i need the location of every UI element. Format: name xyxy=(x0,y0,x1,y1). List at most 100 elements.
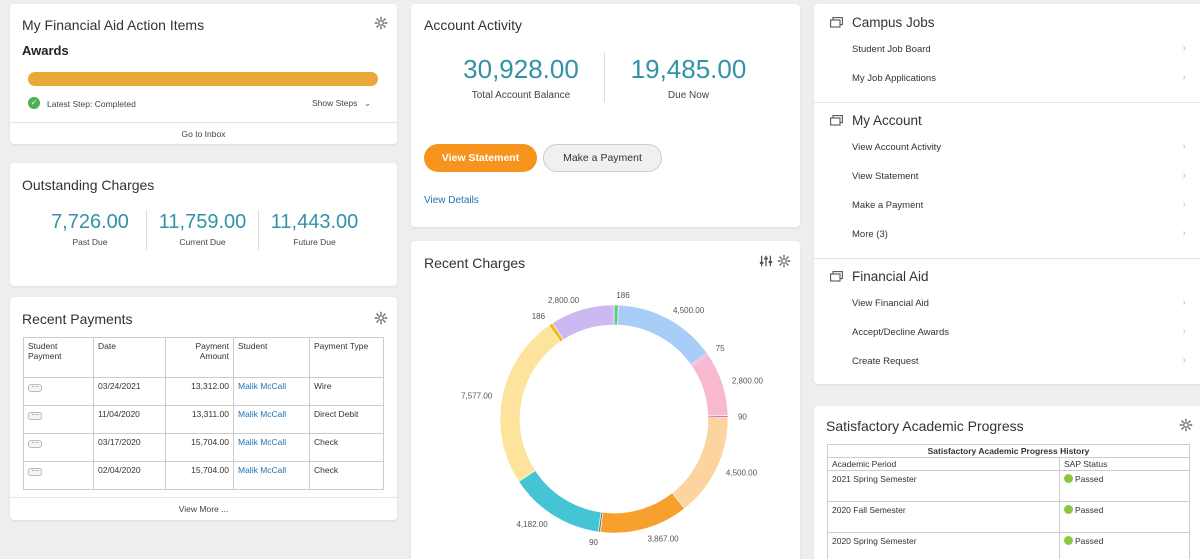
divider xyxy=(258,210,259,250)
chevron-right-icon: › xyxy=(1182,355,1186,366)
future-due-block: 11,443.00 Future Due xyxy=(262,211,367,247)
due-now-block: 19,485.00 Due Now xyxy=(611,54,766,101)
sidebar-menu-item[interactable]: View Account Activity xyxy=(852,142,942,153)
table-row: ··· 11/04/2020 13,311.00 Malik McCall Direct… xyxy=(23,405,384,434)
total-balance-label: Total Account Balance xyxy=(471,90,571,101)
chevron-down-icon: ⌄ xyxy=(363,98,372,108)
account-activity-card: Account Activity 30,928.00 Total Account… xyxy=(411,4,800,227)
date-cell: 03/17/2020 xyxy=(93,433,166,462)
more-actions-icon[interactable]: ··· xyxy=(28,439,42,448)
past-due-value: 7,726.00 xyxy=(51,211,129,233)
window-stack-icon xyxy=(830,115,843,126)
date-cell: 11/04/2020 xyxy=(93,405,166,434)
donut-slice[interactable] xyxy=(499,325,561,482)
awards-heading: Awards xyxy=(22,43,69,58)
status-cell: Passed xyxy=(1059,532,1190,559)
make-payment-button[interactable]: Make a Payment xyxy=(543,144,662,172)
card-title: Account Activity xyxy=(424,17,523,33)
slice-label: 7,577.00 xyxy=(461,391,493,400)
table-row: ··· 03/17/2020 15,704.00 Malik McCall Check xyxy=(23,433,384,462)
show-steps-label: Show Steps xyxy=(312,98,358,108)
passed-status-icon xyxy=(1064,505,1073,514)
chevron-right-icon: › xyxy=(1182,199,1186,210)
action-items-card: My Financial Aid Action Items Awards ✓ L… xyxy=(10,4,397,144)
section-divider xyxy=(814,258,1200,259)
more-actions-icon[interactable]: ··· xyxy=(28,383,42,392)
section-heading: My Account xyxy=(830,113,922,128)
card-title: Satisfactory Academic Progress xyxy=(826,418,1024,434)
show-steps-link[interactable]: Show Steps ⌄ xyxy=(312,98,371,109)
row-actions-cell: ··· xyxy=(23,461,94,490)
view-statement-button[interactable]: View Statement xyxy=(424,144,537,172)
col-header: Payment Type xyxy=(309,337,384,378)
col-header: Payment Amount xyxy=(165,337,234,378)
table-row: ··· 02/04/2020 15,704.00 Malik McCall Check xyxy=(23,461,384,490)
type-cell: Check xyxy=(309,461,384,490)
donut-slice[interactable] xyxy=(552,304,615,341)
slice-label: 3,867.00 xyxy=(647,534,679,543)
recent-charges-card: Recent Charges 186 4,500.00 75 2,800.00 90 4,… xyxy=(411,241,800,559)
slice-label: 4,500.00 xyxy=(726,468,758,477)
student-link[interactable]: Malik McCall xyxy=(233,461,310,490)
table-row: 2020 Fall Semester Passed xyxy=(827,501,1190,533)
donut-slice[interactable] xyxy=(671,417,729,509)
table-row: 2021 Spring Semester Passed xyxy=(827,470,1190,502)
donut-slice[interactable] xyxy=(691,354,729,417)
sidebar-menu-item[interactable]: View Financial Aid xyxy=(852,298,929,309)
quick-links-card: Campus Jobs Student Job Board › My Job Appl… xyxy=(814,4,1200,384)
payments-table: Student Payment Date Payment Amount Stud… xyxy=(23,337,384,490)
filter-icon[interactable] xyxy=(759,254,773,268)
sidebar-menu-item[interactable]: Create Request xyxy=(852,356,919,367)
section-title: Financial Aid xyxy=(852,269,929,284)
chevron-right-icon: › xyxy=(1182,141,1186,152)
sidebar-menu-item[interactable]: Make a Payment xyxy=(852,200,924,211)
sap-card: Satisfactory Academic Progress Satisfact… xyxy=(814,406,1200,559)
passed-status-icon xyxy=(1064,474,1073,483)
chevron-right-icon: › xyxy=(1182,326,1186,337)
future-due-label: Future Due xyxy=(293,237,336,247)
amount-cell: 13,311.00 xyxy=(165,405,234,434)
student-link[interactable]: Malik McCall xyxy=(233,405,310,434)
col-header: Academic Period xyxy=(827,457,1060,471)
sidebar-menu-item[interactable]: Student Job Board xyxy=(852,44,931,55)
more-actions-icon[interactable]: ··· xyxy=(28,411,42,420)
col-header: Student xyxy=(233,337,310,378)
recent-charges-donut-chart: 186 4,500.00 75 2,800.00 90 4,500.00 3,867.00 9… xyxy=(461,291,764,547)
view-more-link[interactable]: View More ... xyxy=(178,504,229,514)
sidebar-menu-item[interactable]: More (3) xyxy=(852,229,888,240)
sidebar-menu-item[interactable]: View Statement xyxy=(852,171,919,182)
gear-icon[interactable] xyxy=(374,16,388,30)
slice-label: 2,800.00 xyxy=(732,376,764,385)
slice-label: 186 xyxy=(532,312,546,321)
card-title: My Financial Aid Action Items xyxy=(22,17,205,33)
chevron-right-icon: › xyxy=(1182,43,1186,54)
section-heading: Financial Aid xyxy=(830,269,929,284)
student-link[interactable]: Malik McCall xyxy=(233,433,310,462)
divider xyxy=(604,52,605,102)
sidebar-menu-item[interactable]: My Job Applications xyxy=(852,73,936,84)
card-title: Recent Charges xyxy=(424,255,526,271)
slice-label: 186 xyxy=(616,291,630,300)
more-actions-icon[interactable]: ··· xyxy=(28,467,42,476)
row-actions-cell: ··· xyxy=(23,405,94,434)
period-cell: 2020 Fall Semester xyxy=(827,501,1060,533)
donut-slice[interactable] xyxy=(599,492,685,534)
go-to-inbox-link[interactable]: Go to Inbox xyxy=(181,129,226,139)
progress-bar xyxy=(28,72,378,86)
gear-icon[interactable] xyxy=(777,254,791,268)
sidebar-menu-item[interactable]: Accept/Decline Awards xyxy=(852,327,949,338)
view-details-link[interactable]: View Details xyxy=(424,195,479,206)
gear-icon[interactable] xyxy=(1179,418,1193,432)
current-due-label: Current Due xyxy=(179,237,226,247)
slice-label: 2,800.00 xyxy=(548,296,580,305)
status-cell: Passed xyxy=(1059,470,1190,502)
chevron-right-icon: › xyxy=(1182,297,1186,308)
row-actions-cell: ··· xyxy=(23,433,94,462)
gear-icon[interactable] xyxy=(374,311,388,325)
amount-cell: 15,704.00 xyxy=(165,433,234,462)
section-title: Campus Jobs xyxy=(852,15,935,30)
student-link[interactable]: Malik McCall xyxy=(233,377,310,406)
outstanding-charges-card: Outstanding Charges 7,726.00 Past Due 11… xyxy=(10,163,397,286)
chevron-right-icon: › xyxy=(1182,72,1186,83)
chevron-right-icon: › xyxy=(1182,170,1186,181)
